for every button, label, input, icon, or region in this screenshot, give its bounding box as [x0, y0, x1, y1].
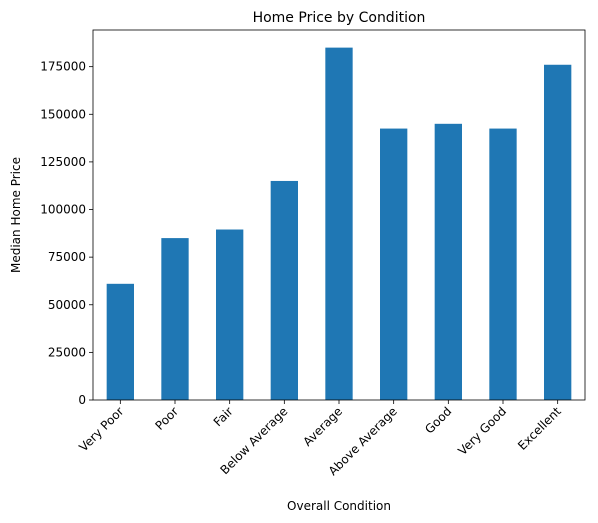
bar-good	[434, 123, 462, 400]
y-tick-label: 50000	[48, 298, 86, 312]
y-axis-label: Median Home Price	[9, 157, 23, 273]
y-tick-label: 75000	[48, 250, 86, 264]
bar-very-poor	[106, 283, 134, 400]
bar-poor	[161, 238, 189, 400]
chart-title: Home Price by Condition	[253, 10, 426, 26]
bar-very-good	[489, 128, 517, 400]
bar-average	[325, 47, 353, 401]
y-tick-label: 0	[78, 393, 86, 407]
bar-excellent	[544, 64, 572, 400]
x-tick-label: Very Poor	[76, 404, 126, 454]
plot-frame	[92, 29, 586, 401]
bar-fair	[216, 229, 244, 400]
x-tick-label: Excellent	[515, 404, 564, 453]
bar-below-average	[270, 180, 298, 400]
y-tick-label: 175000	[40, 60, 86, 74]
y-tick-label: 100000	[40, 203, 86, 217]
x-axis-label: Overall Condition	[287, 499, 391, 513]
plot-area: 0 25000 50000 75000 100000 125000 150000 175000…	[40, 47, 572, 478]
bar-above-average	[380, 128, 408, 400]
y-tick-label: 25000	[48, 345, 86, 359]
y-tick-label: 150000	[40, 107, 86, 121]
x-tick-label: Average	[300, 404, 345, 449]
x-tick-label: Good	[422, 404, 454, 436]
x-tick-label: Fair	[211, 404, 236, 429]
x-tick-label: Very Good	[455, 404, 509, 458]
y-tick-label: 125000	[40, 155, 86, 169]
x-tick-label: Poor	[153, 404, 182, 433]
